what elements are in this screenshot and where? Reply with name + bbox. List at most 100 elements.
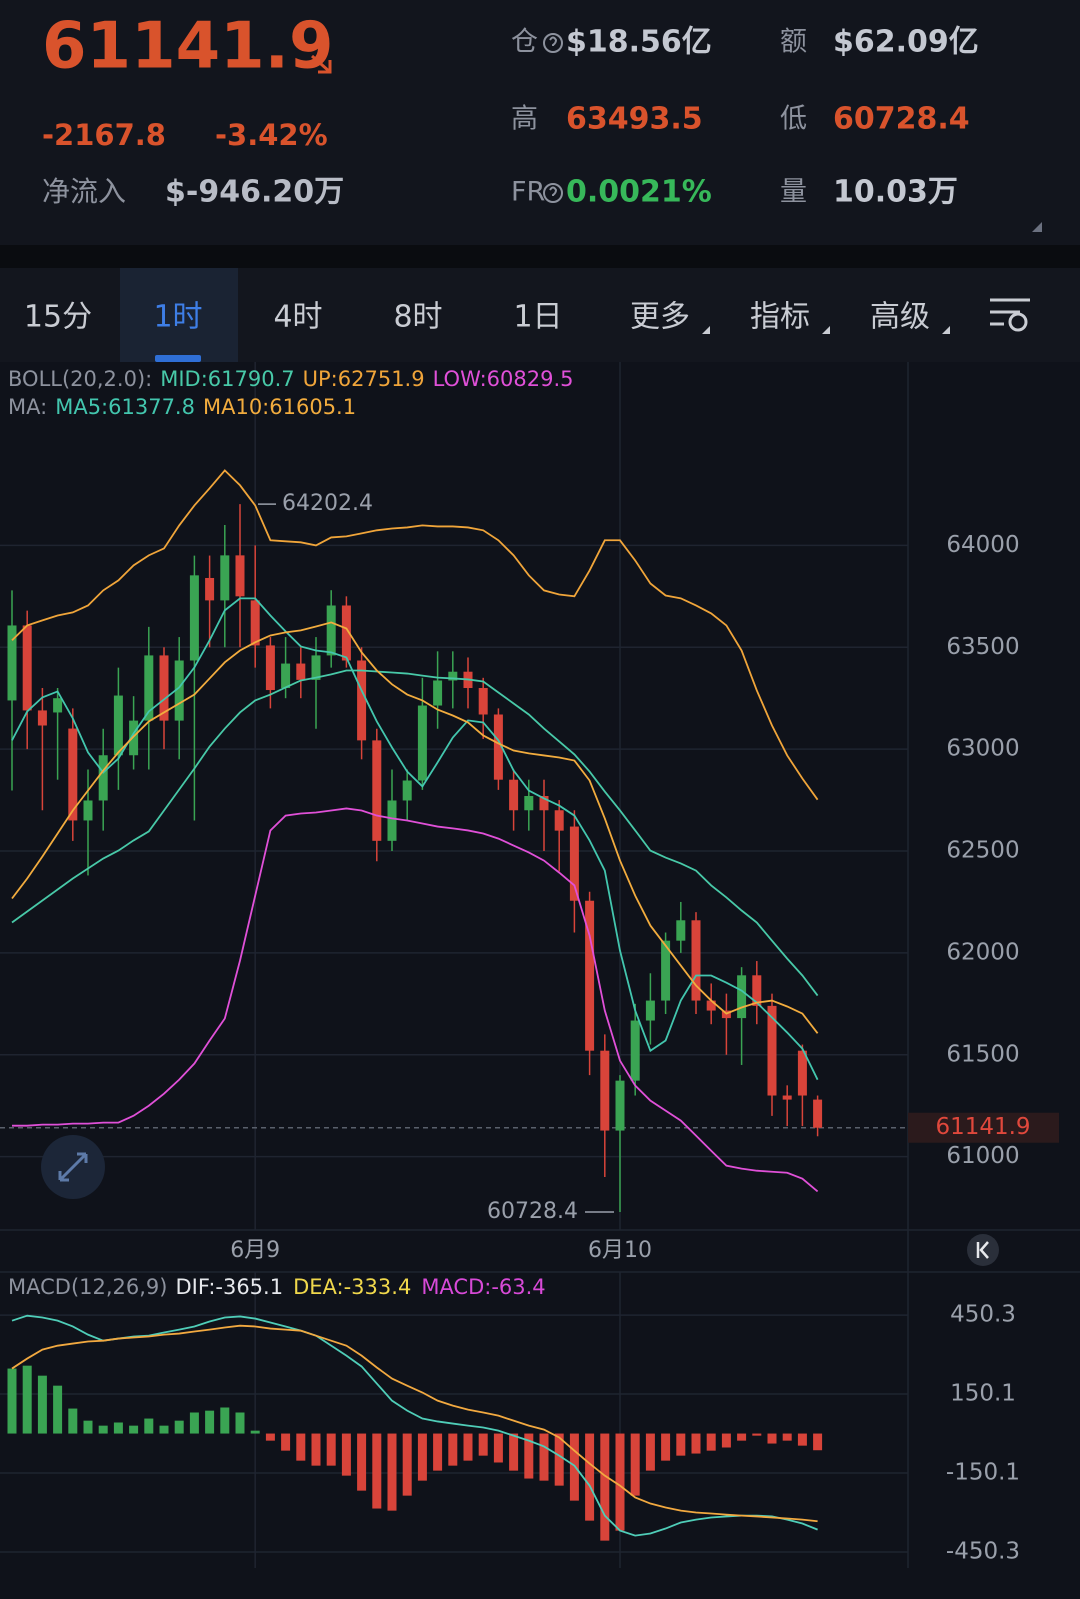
macd-bar [341, 1433, 351, 1476]
tab[interactable]: 15分 [24, 300, 92, 335]
macd-bar [767, 1433, 777, 1444]
candle-body [159, 655, 169, 721]
candle-body [478, 688, 488, 715]
stat-label: 低 [780, 104, 807, 135]
active-tab-bg [120, 268, 238, 362]
y-tick-label: 150.1 [950, 1381, 1016, 1407]
candle-body [509, 779, 519, 811]
candle-body [235, 555, 245, 597]
macd-bar [478, 1433, 488, 1456]
indicator-line [11, 621, 819, 1034]
y-tick-label: 63000 [946, 736, 1019, 762]
tab[interactable]: 高级 [870, 300, 930, 335]
macd-bar [98, 1425, 108, 1434]
candle-body [205, 577, 215, 601]
macd-bar [22, 1365, 32, 1434]
candle-body [144, 655, 154, 721]
tab[interactable]: 8时 [393, 300, 442, 335]
macd-bar [600, 1433, 610, 1541]
macd-bar [37, 1375, 47, 1434]
tab[interactable]: 1日 [513, 300, 562, 335]
y-tick-label: 450.3 [950, 1302, 1016, 1328]
stat-label: FR [511, 177, 545, 208]
candle-body [813, 1099, 823, 1128]
help-mark [549, 36, 558, 46]
macd-bar [372, 1433, 382, 1509]
change-pct: -3.42% [215, 118, 328, 152]
price: 61141.9 [42, 10, 334, 84]
candle-body [782, 1095, 792, 1100]
candle-body [37, 710, 47, 726]
candle-body [387, 800, 397, 841]
macd-bar [296, 1433, 306, 1461]
candle-body [372, 740, 382, 841]
legend-entry: MID:61790.7 [160, 367, 294, 391]
stat-label: 量 [780, 177, 807, 208]
candle-body [752, 975, 762, 1006]
min-label: 60728.4 [487, 1199, 578, 1224]
macd-bar [752, 1433, 762, 1436]
candle-body [68, 728, 78, 821]
indicator-line [12, 807, 819, 1193]
settings-icon[interactable] [990, 298, 1030, 332]
down-arrow [311, 54, 332, 74]
y-tick-label: -150.1 [946, 1460, 1020, 1486]
macd-bar [721, 1433, 731, 1448]
candle-body [83, 800, 93, 821]
divider [0, 245, 1080, 268]
candle-body [433, 680, 443, 706]
macd-bar [691, 1433, 701, 1454]
help-icon [543, 33, 563, 53]
legend-entry: MA10:61605.1 [203, 395, 356, 419]
net-inflow-label: 净流入 [42, 175, 126, 208]
macd-bar [311, 1433, 321, 1466]
macd-bar [509, 1433, 519, 1471]
candle-body [22, 625, 32, 711]
macd-bar [83, 1420, 93, 1434]
macd-bar [463, 1433, 473, 1461]
collapse-button[interactable] [967, 1234, 999, 1266]
tab-dropdown [702, 326, 710, 334]
candle-body [220, 555, 230, 601]
stat-label: 高 [511, 104, 538, 135]
x-tick-label: 6月10 [588, 1238, 652, 1263]
macd-bar [417, 1433, 427, 1481]
stat-label: 仓 [511, 27, 538, 58]
macd-bar [645, 1433, 655, 1471]
macd-bar [53, 1385, 63, 1434]
tab[interactable]: 4时 [273, 300, 322, 335]
candle-body [524, 796, 534, 811]
candle-body [296, 663, 306, 680]
legend-entry: MACD:-63.4 [421, 1275, 545, 1299]
macd-bar [144, 1418, 154, 1434]
candle-body [615, 1080, 625, 1131]
tab[interactable]: 更多 [630, 300, 690, 335]
indicator-line [11, 669, 819, 997]
macd-bar [493, 1433, 503, 1463]
stat-value: 10.03万 [833, 175, 958, 210]
max-label: 64202.4 [282, 491, 373, 516]
tab-dropdown [822, 326, 830, 334]
y-tick-label: 62000 [946, 939, 1019, 965]
tab[interactable]: 指标 [750, 300, 810, 335]
candle-body [691, 920, 701, 1001]
candle-body [265, 645, 275, 691]
candle-body [630, 1020, 640, 1081]
stat-value: 63493.5 [566, 102, 703, 137]
candle-body [53, 698, 63, 713]
macd-line [11, 1324, 818, 1523]
candle-body [113, 695, 123, 756]
macd-bar [615, 1433, 625, 1531]
legend-entry: DEA:-333.4 [293, 1275, 411, 1299]
macd-bar [524, 1433, 534, 1479]
tab[interactable]: 1时 [153, 300, 202, 335]
candle-body [129, 720, 139, 756]
macd-bar [250, 1430, 260, 1434]
settings-gear [1008, 312, 1028, 332]
macd-bar [706, 1433, 716, 1451]
macd-bar [585, 1433, 595, 1521]
candle-body [645, 1000, 655, 1021]
y-tick-label: 62500 [946, 838, 1019, 864]
candle-body [706, 1000, 716, 1011]
macd-bar [797, 1433, 807, 1446]
